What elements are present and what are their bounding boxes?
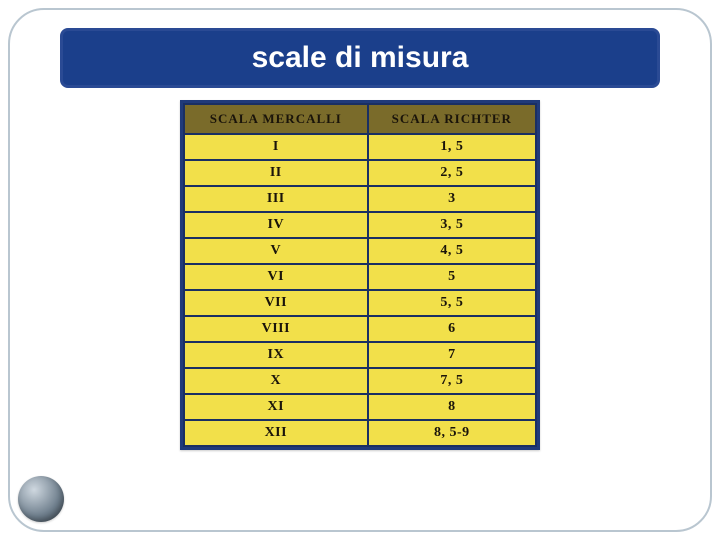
- table-row: V4, 5: [184, 238, 536, 264]
- cell-richter: 4, 5: [368, 238, 536, 264]
- cell-mercalli: XII: [184, 420, 368, 446]
- table-row: VI5: [184, 264, 536, 290]
- page-title: scale di misura: [252, 41, 469, 75]
- cell-richter: 5, 5: [368, 290, 536, 316]
- col-header-mercalli: Scala mercalli: [184, 104, 368, 134]
- table-row: IV3, 5: [184, 212, 536, 238]
- table-row: I1, 5: [184, 134, 536, 160]
- table-row: VII5, 5: [184, 290, 536, 316]
- cell-richter: 8: [368, 394, 536, 420]
- cell-mercalli: II: [184, 160, 368, 186]
- title-bar: scale di misura: [60, 28, 660, 88]
- cell-mercalli: III: [184, 186, 368, 212]
- table-row: IX7: [184, 342, 536, 368]
- cell-richter: 7, 5: [368, 368, 536, 394]
- scale-table: Scala mercalli scala richter I1, 5II2, 5…: [183, 103, 537, 447]
- table-header-row: Scala mercalli scala richter: [184, 104, 536, 134]
- cell-richter: 5: [368, 264, 536, 290]
- table-row: VIII6: [184, 316, 536, 342]
- table-row: XII8, 5-9: [184, 420, 536, 446]
- cell-richter: 1, 5: [368, 134, 536, 160]
- cell-mercalli: X: [184, 368, 368, 394]
- cell-mercalli: IX: [184, 342, 368, 368]
- cell-mercalli: I: [184, 134, 368, 160]
- table-row: X7, 5: [184, 368, 536, 394]
- cell-mercalli: VI: [184, 264, 368, 290]
- cell-richter: 7: [368, 342, 536, 368]
- col-header-richter: scala richter: [368, 104, 536, 134]
- cell-richter: 8, 5-9: [368, 420, 536, 446]
- cell-mercalli: IV: [184, 212, 368, 238]
- cell-richter: 6: [368, 316, 536, 342]
- cell-mercalli: VIII: [184, 316, 368, 342]
- cell-richter: 3, 5: [368, 212, 536, 238]
- cell-mercalli: VII: [184, 290, 368, 316]
- cell-mercalli: V: [184, 238, 368, 264]
- table-row: III3: [184, 186, 536, 212]
- table-row: XI8: [184, 394, 536, 420]
- scale-table-wrap: Scala mercalli scala richter I1, 5II2, 5…: [180, 100, 540, 450]
- table-body: I1, 5II2, 5III3IV3, 5V4, 5VI5VII5, 5VIII…: [184, 134, 536, 446]
- cell-richter: 2, 5: [368, 160, 536, 186]
- cell-mercalli: XI: [184, 394, 368, 420]
- cell-richter: 3: [368, 186, 536, 212]
- table-row: II2, 5: [184, 160, 536, 186]
- decorative-sphere-icon: [18, 476, 64, 522]
